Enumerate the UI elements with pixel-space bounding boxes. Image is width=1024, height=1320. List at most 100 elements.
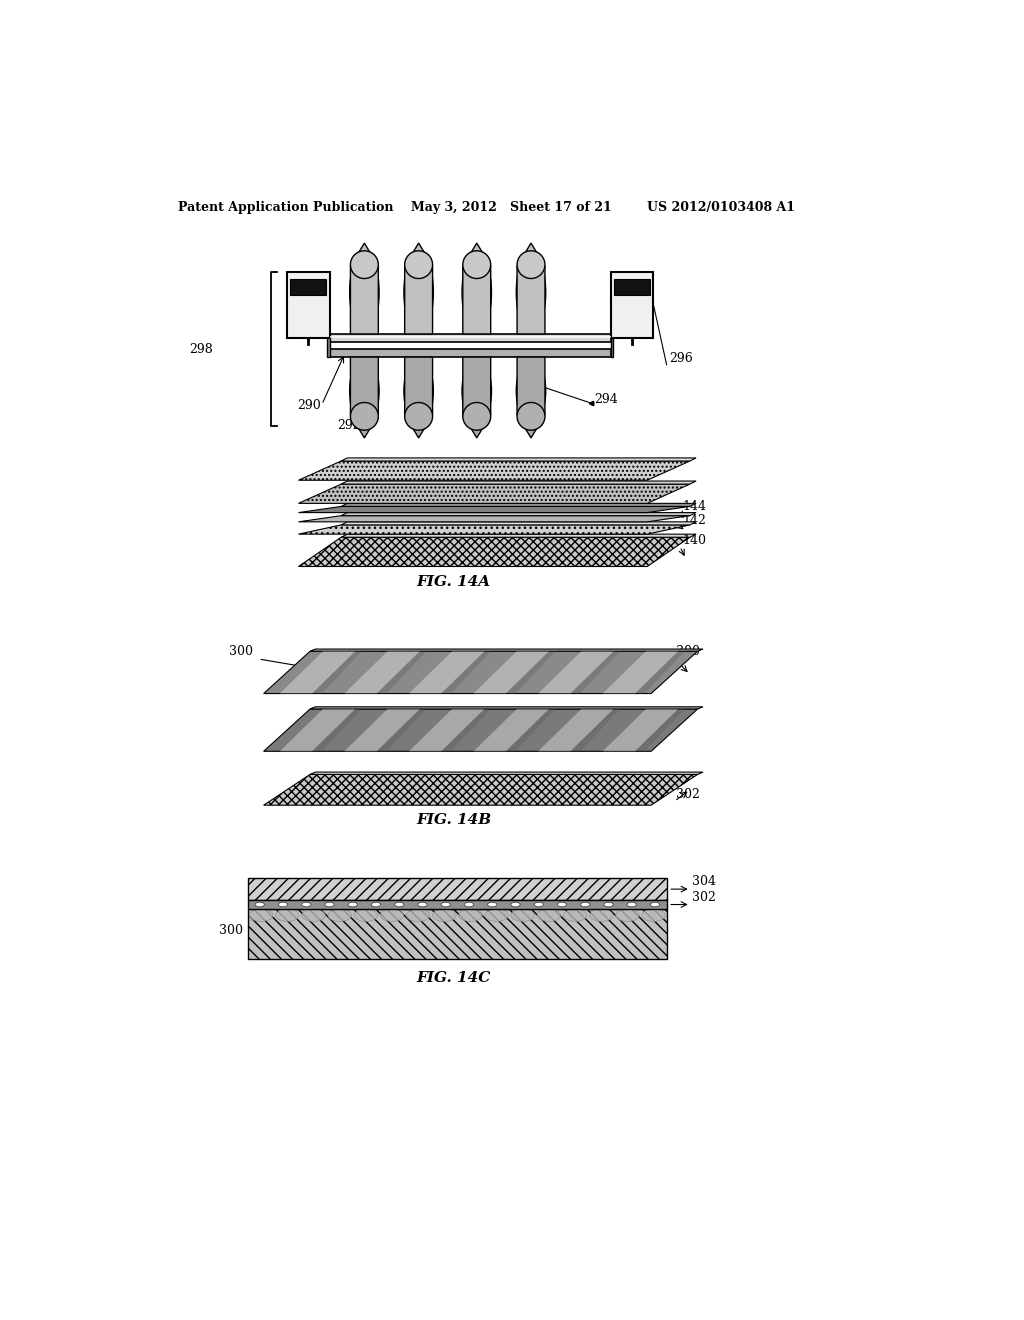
Ellipse shape [604,903,613,907]
Polygon shape [377,651,426,693]
Ellipse shape [484,909,508,921]
Bar [614,279,650,296]
Ellipse shape [349,251,379,334]
Polygon shape [441,709,490,751]
Polygon shape [344,651,420,693]
Ellipse shape [275,909,299,921]
Ellipse shape [464,903,474,907]
Text: 302: 302 [692,891,716,904]
Polygon shape [341,512,696,516]
Bar [290,279,327,296]
Bar [330,350,611,358]
Ellipse shape [615,909,639,921]
Bar [248,878,667,900]
Ellipse shape [535,903,544,907]
Ellipse shape [380,909,403,921]
Polygon shape [350,358,378,438]
Polygon shape [263,709,697,751]
Ellipse shape [325,903,334,907]
Ellipse shape [462,358,492,425]
Polygon shape [635,651,685,693]
Ellipse shape [487,903,497,907]
Polygon shape [506,651,556,693]
Text: May 3, 2012   Sheet 17 of 21: May 3, 2012 Sheet 17 of 21 [411,201,611,214]
Polygon shape [463,358,490,438]
Polygon shape [299,516,690,521]
Polygon shape [473,709,549,751]
Ellipse shape [516,251,546,334]
Polygon shape [409,651,484,693]
Text: 140: 140 [682,535,707,548]
Polygon shape [404,358,432,438]
Bar [330,334,611,342]
Ellipse shape [463,251,490,279]
Polygon shape [299,525,690,535]
Polygon shape [280,651,355,693]
Polygon shape [310,772,703,775]
Text: Patent Application Publication: Patent Application Publication [178,201,394,214]
Text: US 2012/0103408 A1: US 2012/0103408 A1 [647,201,796,214]
Polygon shape [377,709,426,751]
Text: FIG. 14A: FIG. 14A [417,574,490,589]
Text: FIG. 14C: FIG. 14C [417,972,490,985]
Polygon shape [341,480,696,484]
Ellipse shape [511,909,535,921]
Ellipse shape [350,403,378,430]
Polygon shape [538,651,613,693]
Ellipse shape [627,903,636,907]
Ellipse shape [328,909,351,921]
Text: 298: 298 [189,343,213,356]
Ellipse shape [642,909,666,921]
Text: 300: 300 [676,645,700,659]
Ellipse shape [403,251,433,334]
Polygon shape [312,651,361,693]
Ellipse shape [517,403,545,430]
Polygon shape [603,651,678,693]
Polygon shape [299,484,690,503]
Polygon shape [441,651,490,693]
Polygon shape [341,521,696,525]
Bar [611,272,653,338]
Polygon shape [517,243,545,334]
Ellipse shape [350,251,378,279]
Text: FIG. 14B: FIG. 14B [416,813,492,828]
Text: 300: 300 [219,924,244,937]
Ellipse shape [302,909,326,921]
Polygon shape [341,503,696,507]
Ellipse shape [650,903,659,907]
Ellipse shape [557,903,566,907]
Polygon shape [344,709,420,751]
Text: 142: 142 [682,515,706,527]
Polygon shape [570,709,621,751]
Ellipse shape [463,403,490,430]
Polygon shape [404,243,432,334]
Polygon shape [570,651,621,693]
Ellipse shape [302,903,311,907]
Ellipse shape [394,903,403,907]
Polygon shape [635,709,685,751]
Ellipse shape [538,909,561,921]
Polygon shape [299,537,690,566]
Ellipse shape [372,903,381,907]
Polygon shape [463,243,490,334]
Bar [287,272,330,338]
Ellipse shape [255,903,264,907]
Polygon shape [341,458,696,461]
Polygon shape [310,649,703,651]
Ellipse shape [432,909,456,921]
Polygon shape [310,706,703,709]
Polygon shape [341,535,696,537]
Ellipse shape [563,909,587,921]
Bar [611,334,613,358]
Ellipse shape [403,358,433,425]
Ellipse shape [354,909,378,921]
Polygon shape [409,709,484,751]
Bar [248,900,667,909]
Text: 290: 290 [297,400,321,412]
Ellipse shape [511,903,520,907]
Polygon shape [263,775,697,805]
Polygon shape [299,461,690,480]
Text: 304: 304 [692,875,716,888]
Ellipse shape [581,903,590,907]
Ellipse shape [250,909,273,921]
